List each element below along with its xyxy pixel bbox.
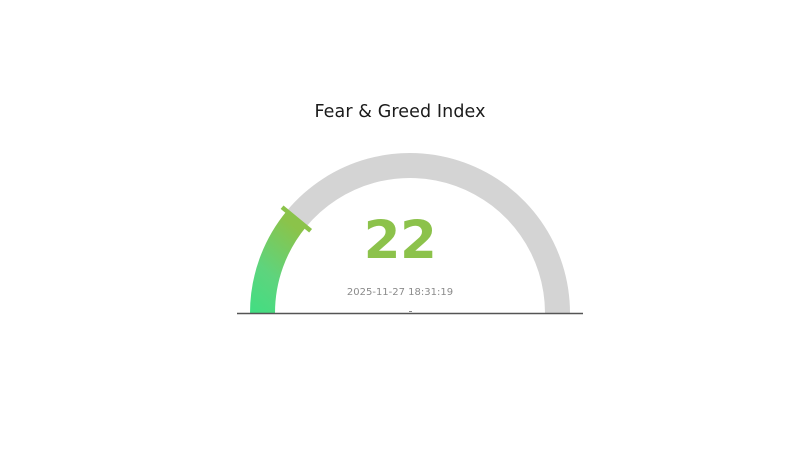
gauge-timestamp-label: 2025-11-27 18:31:19 [346,287,454,298]
gauge-value-label: 22 [363,210,437,271]
gauge-track-arc [286,153,570,313]
page-title: Fear & Greed Index [314,102,486,122]
gauge-value-arc [250,211,306,313]
gauge-needle-icon [280,205,313,233]
